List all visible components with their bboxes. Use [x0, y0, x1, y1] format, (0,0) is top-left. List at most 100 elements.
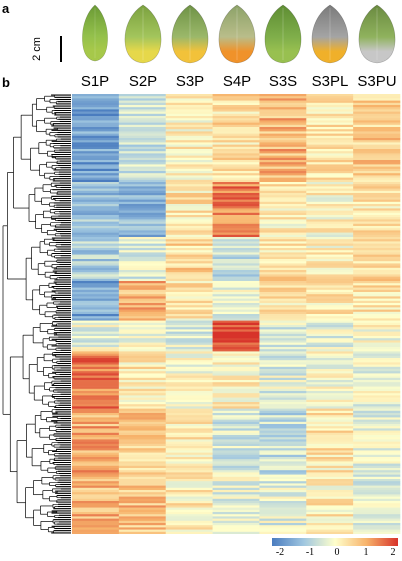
- heatmap-cell: [306, 452, 354, 456]
- heatmap-cell: [353, 197, 401, 200]
- heatmap-cell: [353, 263, 401, 266]
- heatmap-cell: [118, 248, 167, 251]
- heatmap-cell: [165, 113, 213, 117]
- heatmap-cell: [165, 496, 213, 500]
- heatmap-cell: [118, 186, 167, 189]
- heatmap-cell: [259, 351, 307, 354]
- heatmap-cell: [72, 426, 120, 429]
- heatmap-cell: [212, 439, 260, 442]
- heatmap-cell: [259, 206, 307, 209]
- heatmap-cell: [212, 415, 260, 418]
- heatmap-cell: [72, 311, 120, 315]
- heatmap-cell: [259, 298, 307, 302]
- heatmap-cell: [118, 243, 167, 247]
- heatmap-cell: [72, 186, 120, 189]
- heatmap-cell: [165, 102, 213, 106]
- heatmap-cell: [212, 338, 260, 341]
- heatmap-cell: [72, 388, 120, 392]
- heatmap-cell: [212, 184, 260, 187]
- heatmap-cell: [259, 199, 307, 203]
- heatmap-cell: [72, 155, 120, 159]
- heatmap-cell: [165, 527, 213, 530]
- heatmap-cell: [165, 223, 213, 227]
- heatmap-cell: [306, 250, 354, 253]
- heatmap-cell: [259, 454, 307, 458]
- heatmap-cell: [259, 210, 307, 214]
- heatmap-cell: [306, 199, 354, 203]
- heatmap-cell: [118, 413, 167, 416]
- heatmap-cell: [118, 146, 167, 150]
- heatmap-cell: [353, 270, 401, 273]
- heatmap-cell: [259, 197, 307, 200]
- heatmap-cell: [353, 459, 401, 462]
- heatmap-cell: [118, 498, 167, 502]
- heatmap-cell: [72, 276, 120, 280]
- heatmap-cell: [212, 182, 260, 185]
- heatmap-cell: [212, 424, 260, 427]
- heatmap-cell: [259, 204, 307, 207]
- heatmap-cell: [259, 281, 307, 284]
- heatmap-cell: [353, 410, 401, 414]
- heatmap-cell: [353, 333, 401, 337]
- heatmap-cell: [118, 300, 167, 304]
- heatmap-cell: [353, 96, 401, 99]
- heatmap-cell: [165, 135, 213, 139]
- heatmap-cell: [212, 237, 260, 240]
- heatmap-cell: [353, 252, 401, 255]
- heatmap-cell: [165, 265, 213, 269]
- heatmap-cell: [259, 333, 307, 337]
- heatmap-cell: [118, 193, 167, 196]
- heatmap-cell: [306, 410, 354, 414]
- heatmap-cell: [118, 144, 167, 148]
- heatmap-cell: [118, 369, 167, 372]
- heatmap-cell: [353, 316, 401, 319]
- heatmap-cell: [259, 151, 307, 154]
- heatmap-cell: [212, 461, 260, 464]
- heatmap-cell: [306, 217, 354, 220]
- heatmap-cell: [212, 483, 260, 486]
- heatmap-cell: [165, 441, 213, 445]
- heatmap-cell: [165, 314, 213, 317]
- heatmap-cell: [118, 474, 167, 478]
- heatmap-cell: [165, 173, 213, 176]
- heatmap-cell: [212, 107, 260, 110]
- heatmap-cell: [259, 503, 307, 506]
- heatmap-cell: [259, 388, 307, 392]
- heatmap-cell: [118, 184, 167, 187]
- heatmap-cell: [259, 446, 307, 449]
- heatmap-cell: [212, 226, 260, 229]
- heatmap-cell: [72, 454, 120, 458]
- heatmap-cell: [165, 369, 213, 372]
- heatmap-cell: [212, 410, 260, 414]
- heatmap-cell: [72, 395, 120, 398]
- heatmap-cell: [165, 250, 213, 253]
- heatmap-cell: [72, 331, 120, 335]
- heatmap-cell: [72, 424, 120, 427]
- heatmap-cell: [72, 197, 120, 200]
- heatmap-cell: [118, 199, 167, 203]
- heatmap-cell: [165, 507, 213, 511]
- heatmap-cell: [259, 507, 307, 511]
- heatmap-cell: [306, 327, 354, 330]
- heatmap-cell: [353, 210, 401, 214]
- heatmap-cell: [353, 417, 401, 420]
- heatmap-cell: [212, 285, 260, 288]
- heatmap-cell: [353, 404, 401, 407]
- heatmap-cell: [118, 281, 167, 284]
- heatmap-cell: [212, 109, 260, 112]
- heatmap-cell: [212, 151, 260, 154]
- heatmap-cell: [259, 135, 307, 139]
- heatmap-cell: [259, 146, 307, 150]
- heatmap-cell: [353, 142, 401, 145]
- heatmap-cell: [306, 408, 354, 412]
- heatmap-cell: [165, 270, 213, 273]
- heatmap-cell: [306, 206, 354, 209]
- heatmap-cell: [306, 336, 354, 339]
- heatmap-cell: [165, 428, 213, 431]
- heatmap-cell: [165, 476, 213, 480]
- heatmap-cell: [212, 406, 260, 409]
- heatmap-cell: [306, 221, 354, 225]
- heatmap-cell: [306, 371, 354, 374]
- heatmap-cell: [212, 450, 260, 453]
- heatmap-cell: [259, 292, 307, 295]
